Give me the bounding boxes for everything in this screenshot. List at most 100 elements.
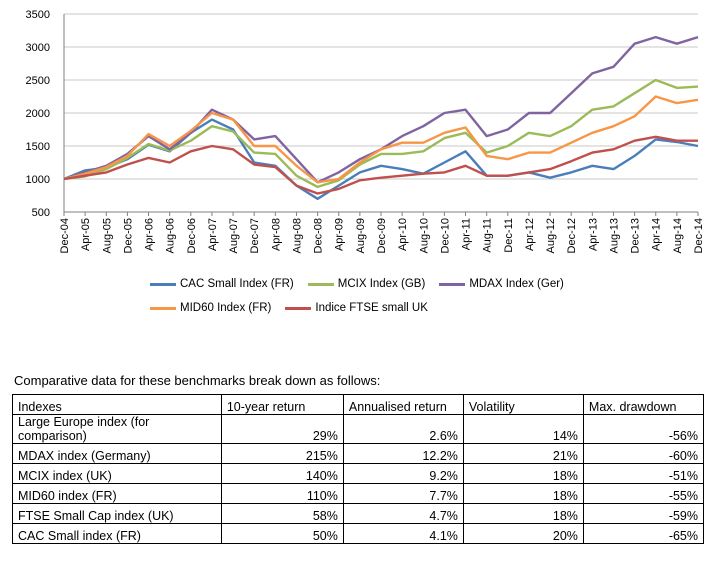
y-tick-label: 500 [32,207,50,219]
column-header: 10-year return [220,394,344,415]
x-tick-label: Apr-07 [207,218,219,251]
max-drawdown-cell: -60% [582,443,705,464]
max-drawdown-cell: -55% [582,483,705,504]
x-tick-label: Apr-10 [397,218,409,251]
annualised-return-cell: 2.6% [342,414,464,444]
index-name-cell: CAC Small index (FR) [12,523,222,544]
x-tick-label: Aug-10 [418,218,430,253]
x-tick-label: Dec-06 [186,218,198,253]
legend-entry: Indice FTSE small UK [285,302,428,314]
series-line-5 [63,135,698,195]
max-drawdown-cell: -59% [582,503,705,524]
ten-year-return-cell: 140% [220,463,344,484]
column-header: Volatility [462,394,584,415]
ten-year-return-cell: 110% [220,483,344,504]
volatility-cell: 18% [462,503,584,524]
volatility-cell: 21% [462,443,584,464]
volatility-cell: 14% [462,414,584,444]
x-tick-label: Dec-04 [59,218,71,253]
y-tick-labels: 500 1000 1500 2000 2500 3000 3500 [26,9,50,219]
x-tick-label: Apr-14 [651,218,663,251]
y-tick-label: 2500 [26,75,50,87]
max-drawdown-cell: -51% [582,463,705,484]
y-tick-label: 3500 [26,9,50,21]
legend-swatch [307,282,334,286]
line-chart: 500 1000 1500 2000 2500 3000 3500 Dec-04 Apr-05… [26,9,705,253]
y-tick-label: 1500 [26,141,50,153]
x-tick-label: Aug-08 [291,218,303,253]
x-tick-label: Dec-09 [376,218,388,253]
legend-label: MID60 Index (FR) [180,302,272,314]
legend-entry: MID60 Index (FR) [150,302,271,314]
column-header: Annualised return [342,394,464,415]
max-drawdown-cell: -65% [582,523,705,544]
x-tick-label: Aug-05 [101,218,113,253]
legend-swatch [150,282,176,286]
legend-label: MDAX Index (Ger) [469,278,564,290]
x-tick-label: Apr-09 [334,218,346,251]
ten-year-return-cell: 29% [220,414,344,444]
legend-label: CAC Small Index (FR) [180,278,294,290]
index-name-cell: Large Europe index (for comparison) [12,414,222,444]
x-tick-label: Aug-07 [228,218,240,253]
legend-entry: MCIX Index (GB) [307,278,426,290]
x-tick-label: Dec-10 [439,218,451,253]
index-name-cell: MDAX index (Germany) [12,443,222,464]
x-tick-label: Apr-12 [524,218,536,251]
column-header: Indexes [12,394,222,415]
series-line-2 [63,78,699,189]
index-name-cell: MCIX index (UK) [12,463,222,484]
x-tick-labels: Dec-04 Apr-05 Aug-05 Dec-05 Apr-06 Aug-06 Dec-… [59,218,705,253]
legend-entry: CAC Small Index (FR) [150,278,294,290]
index-name-cell: FTSE Small Cap index (UK) [12,503,222,524]
index-name-cell: MID60 index (FR) [12,483,222,504]
legend-swatch [285,306,312,310]
legend-entry: MDAX Index (Ger) [439,278,564,290]
volatility-cell: 18% [462,483,584,504]
annualised-return-cell: 4.7% [342,503,464,524]
x-tick-label: Apr-05 [80,218,92,251]
table-row: Large Europe index (for comparison) 29% … [12,414,705,444]
ten-year-return-cell: 58% [220,503,344,524]
x-tick-label: Apr-13 [587,218,599,251]
x-tick-label: Dec-07 [249,218,261,253]
volatility-cell: 20% [462,523,584,544]
annualised-return-cell: 9.2% [342,463,464,484]
table-row: MDAX index (Germany) 215% 12.2% 21% -60% [12,443,705,464]
chart-legend: CAC Small Index (FR) MCIX Index (GB) MDA… [150,272,630,320]
x-tick-label: Dec-12 [566,218,578,253]
table-row: MID60 index (FR) 110% 7.7% 18% -55% [12,483,705,504]
x-tick-label: Aug-12 [545,218,557,253]
x-tick-label: Dec-13 [630,218,642,253]
x-tick-label: Apr-08 [270,218,282,251]
legend-label: MCIX Index (GB) [337,278,426,290]
legend-swatch [150,306,176,310]
x-tick-label: Apr-11 [461,218,473,250]
table-row: CAC Small index (FR) 50% 4.1% 20% -65% [12,523,705,544]
volatility-cell: 18% [462,463,584,484]
x-tick-label: Apr-06 [144,218,156,251]
x-tick-label: Dec-14 [693,218,705,253]
ten-year-return-cell: 50% [220,523,344,544]
x-tick-label: Aug-13 [608,218,620,253]
table-row: MCIX index (UK) 140% 9.2% 18% -51% [12,463,705,484]
table-row: FTSE Small Cap index (UK) 58% 4.7% 18% -… [12,503,705,524]
x-tick-label: Aug-14 [672,218,684,253]
chart-series-lines [63,35,699,201]
y-tick-label: 3000 [26,42,50,54]
column-header: Max. drawdown [582,394,705,415]
annualised-return-cell: 12.2% [342,443,464,464]
max-drawdown-cell: -56% [582,414,705,444]
x-tick-label: Dec-11 [503,218,515,253]
chart-grid [63,13,699,216]
x-tick-label: Dec-05 [122,218,134,253]
legend-swatch [439,282,466,286]
x-tick-label: Dec-08 [313,218,325,253]
series-line-4 [63,95,699,184]
x-tick-label: Aug-09 [355,218,367,253]
legend-label: Indice FTSE small UK [315,302,428,314]
table-caption: Comparative data for these benchmarks br… [14,373,381,388]
x-tick-label: Aug-11 [482,218,494,253]
annualised-return-cell: 4.1% [342,523,464,544]
benchmark-table: Indexes 10-year return Annualised return… [12,394,705,544]
